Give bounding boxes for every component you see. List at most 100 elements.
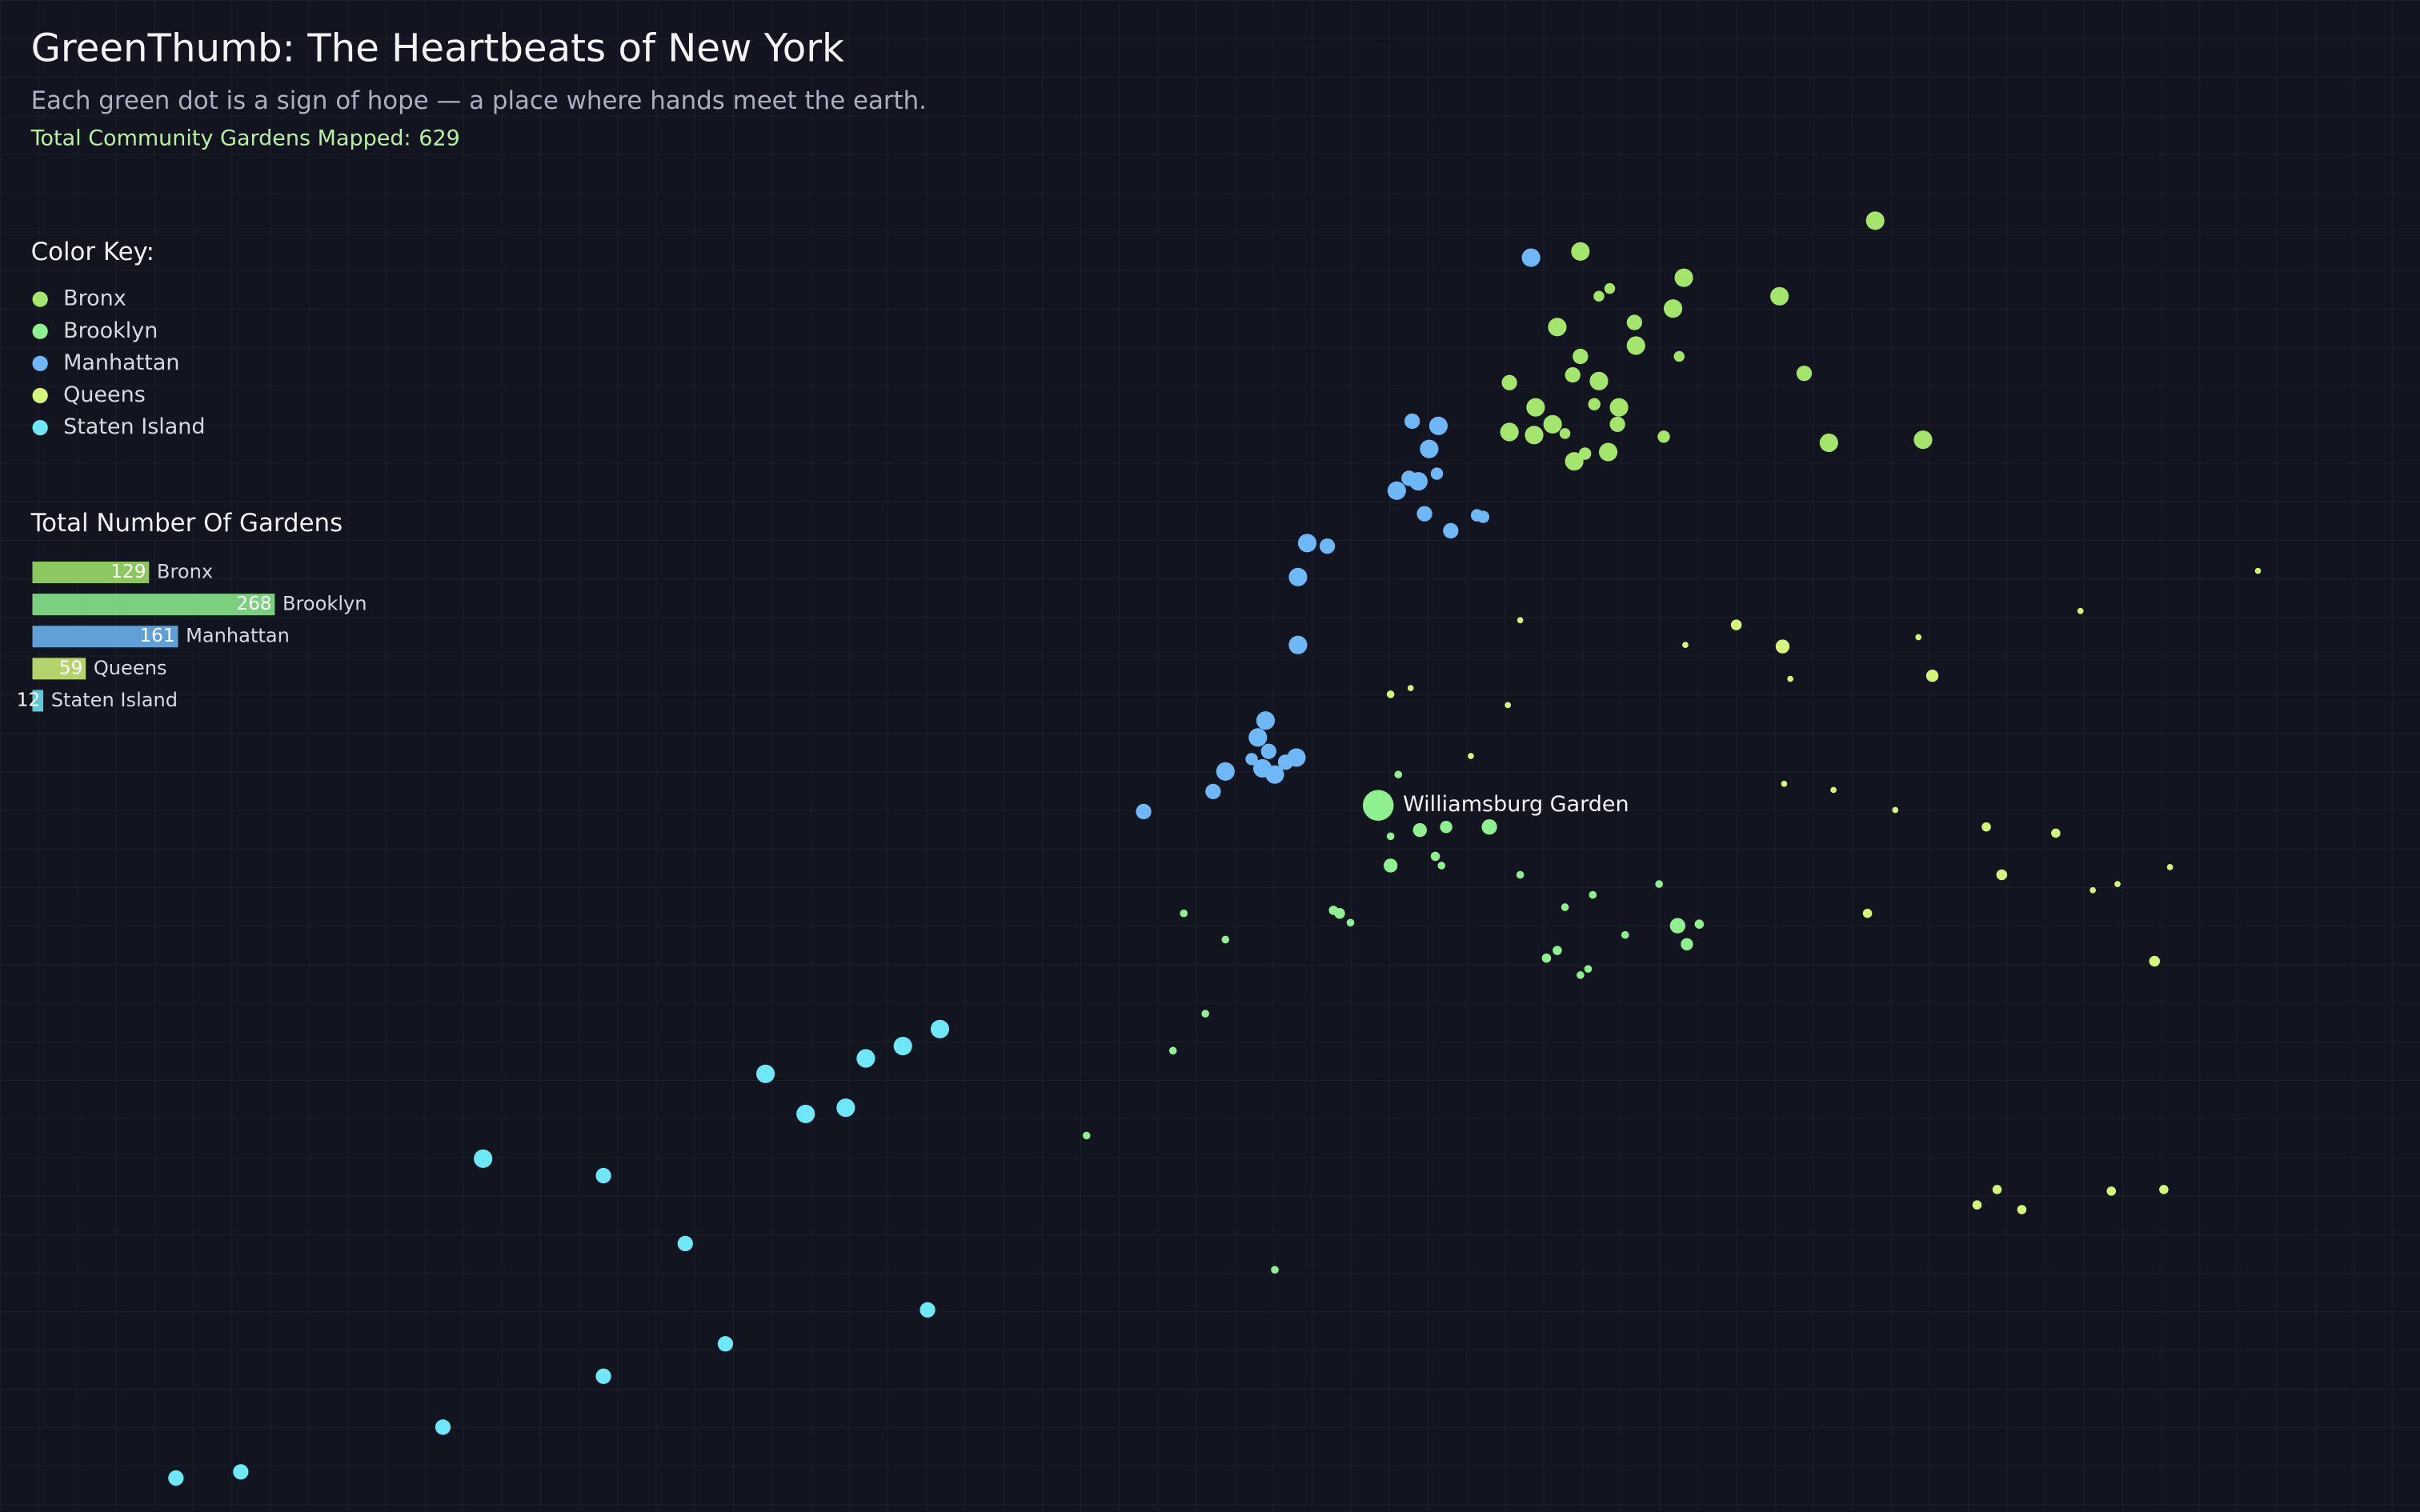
- bar: [32, 594, 275, 616]
- garden-dot: [1386, 690, 1395, 698]
- garden-dot: [474, 1149, 493, 1168]
- bar: [32, 626, 178, 648]
- garden-dot: [1830, 786, 1837, 794]
- bar-label: Manhattan: [186, 625, 290, 647]
- panel: Bronx 129 Bronx Brooklyn 268 Brooklyn Manhatta…: [17, 286, 367, 712]
- legend-swatch: [32, 323, 48, 339]
- garden-dot: [1248, 728, 1268, 747]
- garden-dot: [1981, 822, 1991, 832]
- bar-value: 129: [110, 562, 146, 582]
- bar: [32, 562, 150, 583]
- garden-dot: [1504, 702, 1512, 709]
- garden-dot: [1673, 350, 1685, 362]
- garden-dot: [1892, 806, 1899, 814]
- legend-swatch: [32, 355, 48, 372]
- featured-dot: [1362, 790, 1394, 821]
- featured-label: Williamsburg Garden: [1403, 792, 1629, 817]
- garden-dot: [1577, 971, 1585, 979]
- garden-dot: [1517, 617, 1524, 624]
- garden-dot: [1430, 851, 1440, 862]
- garden-dot: [1915, 634, 1922, 641]
- garden-dot: [1588, 398, 1601, 410]
- garden-dot: [1553, 946, 1562, 955]
- garden-dot: [1334, 907, 1345, 919]
- garden-dot: [2114, 881, 2121, 887]
- garden-dot: [1408, 472, 1428, 491]
- garden-dot: [1559, 428, 1571, 439]
- garden-dot: [2254, 567, 2262, 574]
- garden-dot: [1526, 398, 1545, 417]
- garden-dot: [1565, 452, 1584, 471]
- garden-dot: [1180, 909, 1188, 918]
- garden-dot: [1626, 336, 1645, 355]
- garden-dot: [1288, 635, 1308, 654]
- garden-dot: [1543, 414, 1562, 434]
- garden-dot: [1221, 935, 1230, 944]
- garden-dot: [1681, 938, 1693, 950]
- garden-dot: [1674, 268, 1693, 287]
- garden-dot: [1589, 371, 1609, 390]
- bar-value: 12: [17, 690, 40, 710]
- garden-dot: [1394, 770, 1403, 778]
- legend-label: Manhattan: [63, 350, 179, 375]
- garden-dot: [1770, 286, 1789, 306]
- garden-dot: [435, 1419, 451, 1435]
- garden-dot: [1573, 348, 1589, 365]
- garden-dot: [168, 1470, 184, 1486]
- total-value: 629: [419, 126, 460, 150]
- garden-dot: [1682, 642, 1689, 648]
- garden-dot: [1561, 903, 1569, 911]
- garden-dot: [2051, 828, 2061, 838]
- garden-dot: [1271, 1266, 1279, 1274]
- bar-value: 268: [236, 594, 271, 614]
- garden-dot: [1412, 822, 1427, 838]
- garden-dot: [836, 1098, 855, 1118]
- garden-dot: [1383, 858, 1398, 873]
- garden-dot: [1796, 366, 1813, 382]
- garden-dot: [1775, 639, 1790, 654]
- bar: [32, 658, 86, 680]
- garden-dot: [1501, 374, 1517, 390]
- garden-dot: [1521, 248, 1541, 267]
- garden-dot: [1584, 965, 1593, 973]
- garden-dot: [1925, 670, 1939, 682]
- garden-dot: [2017, 1205, 2027, 1214]
- garden-dot: [595, 1167, 611, 1184]
- legend-swatch: [32, 387, 48, 404]
- garden-dot: [1386, 832, 1395, 841]
- garden-dot: [1245, 753, 1258, 766]
- garden-dot: [2077, 607, 2084, 614]
- garden-dot: [893, 1037, 912, 1056]
- garden-dot: [1657, 430, 1670, 443]
- garden-dot: [1265, 765, 1284, 784]
- legend-swatch: [32, 419, 48, 436]
- garden-dot: [1589, 890, 1597, 899]
- garden-dot: [1913, 430, 1933, 450]
- garden-dot: [1205, 783, 1221, 799]
- garden-dot: [1996, 869, 2008, 881]
- garden-dot: [1599, 442, 1618, 462]
- garden-dot: [1297, 534, 1317, 553]
- garden-dot: [1288, 567, 1308, 586]
- garden-dot: [1819, 433, 1838, 453]
- legend-title: Color Key:: [31, 238, 154, 266]
- garden-dot: [1346, 918, 1355, 927]
- legend-swatch: [32, 291, 48, 307]
- garden-dot: [2166, 864, 2174, 870]
- garden-dot: [1516, 870, 1525, 879]
- legend-label: Bronx: [63, 286, 126, 311]
- garden-dot: [1593, 290, 1605, 302]
- legend-label: Brooklyn: [63, 318, 158, 343]
- garden-dot: [1604, 282, 1616, 294]
- bar-value: 59: [59, 658, 82, 678]
- garden-dot: [717, 1336, 734, 1352]
- garden-dot: [1430, 467, 1444, 480]
- garden-dot: [1609, 398, 1629, 417]
- garden-dot: [1541, 953, 1552, 963]
- garden-dot: [595, 1368, 611, 1384]
- bar-label: Brooklyn: [282, 593, 367, 615]
- garden-dot: [1548, 318, 1567, 337]
